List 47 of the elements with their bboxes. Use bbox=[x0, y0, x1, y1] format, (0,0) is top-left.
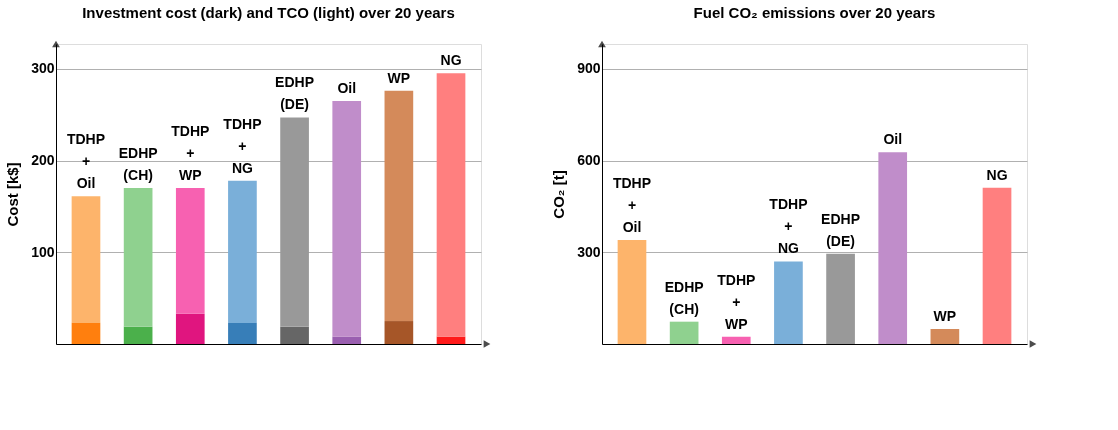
x-tick-label: EDHP (DE) bbox=[275, 74, 315, 113]
bar bbox=[332, 100, 362, 337]
x-tick-label: WP bbox=[387, 69, 411, 86]
bar bbox=[228, 180, 257, 323]
category-label: TDHP + WP bbox=[717, 271, 756, 332]
bar bbox=[384, 90, 414, 322]
y-tick-label: 100 bbox=[31, 243, 55, 260]
bar bbox=[617, 240, 647, 344]
bar bbox=[436, 73, 466, 337]
bar bbox=[175, 313, 205, 344]
y-tick-label: 600 bbox=[577, 152, 601, 169]
bar bbox=[826, 253, 855, 344]
x-tick-label: TDHP + NG bbox=[223, 115, 262, 176]
y-axis-title: CO₂ [t] bbox=[550, 170, 568, 219]
bar bbox=[669, 321, 699, 344]
bar bbox=[332, 336, 362, 344]
bar bbox=[71, 322, 101, 344]
bar bbox=[123, 326, 153, 344]
chart-title: Fuel CO₂ emissions over 20 years bbox=[693, 3, 936, 21]
category-label: EDHP (CH) bbox=[664, 278, 704, 317]
x-tick-label: Oil bbox=[337, 79, 357, 96]
bar bbox=[228, 322, 257, 344]
bar bbox=[175, 188, 205, 314]
bar bbox=[878, 152, 908, 344]
bar bbox=[280, 117, 309, 327]
category-label: EDHP (DE) bbox=[821, 210, 861, 249]
bar bbox=[71, 196, 101, 323]
x-tick-label: EDHP (CH) bbox=[118, 145, 158, 184]
bar bbox=[721, 336, 751, 344]
y-tick-label: 300 bbox=[31, 60, 55, 77]
bar bbox=[384, 321, 414, 344]
bar bbox=[982, 187, 1012, 344]
bar bbox=[280, 326, 309, 344]
chart-title: Investment cost (dark) and TCO (light) over 20 years bbox=[82, 3, 455, 21]
category-label: WP bbox=[933, 308, 957, 325]
y-tick-label: 300 bbox=[577, 243, 601, 260]
y-tick-label: 900 bbox=[577, 60, 601, 77]
category-label: TDHP + NG bbox=[769, 196, 808, 257]
y-axis-title: Cost [k$] bbox=[4, 162, 22, 227]
bar bbox=[436, 336, 466, 344]
bar bbox=[774, 261, 803, 344]
category-label: TDHP + Oil bbox=[612, 175, 652, 236]
y-tick-label: 200 bbox=[31, 152, 55, 169]
x-tick-label: TDHP + WP bbox=[171, 123, 210, 184]
bar bbox=[930, 329, 960, 344]
bar bbox=[123, 188, 153, 327]
x-tick-label: TDHP + Oil bbox=[66, 131, 106, 192]
